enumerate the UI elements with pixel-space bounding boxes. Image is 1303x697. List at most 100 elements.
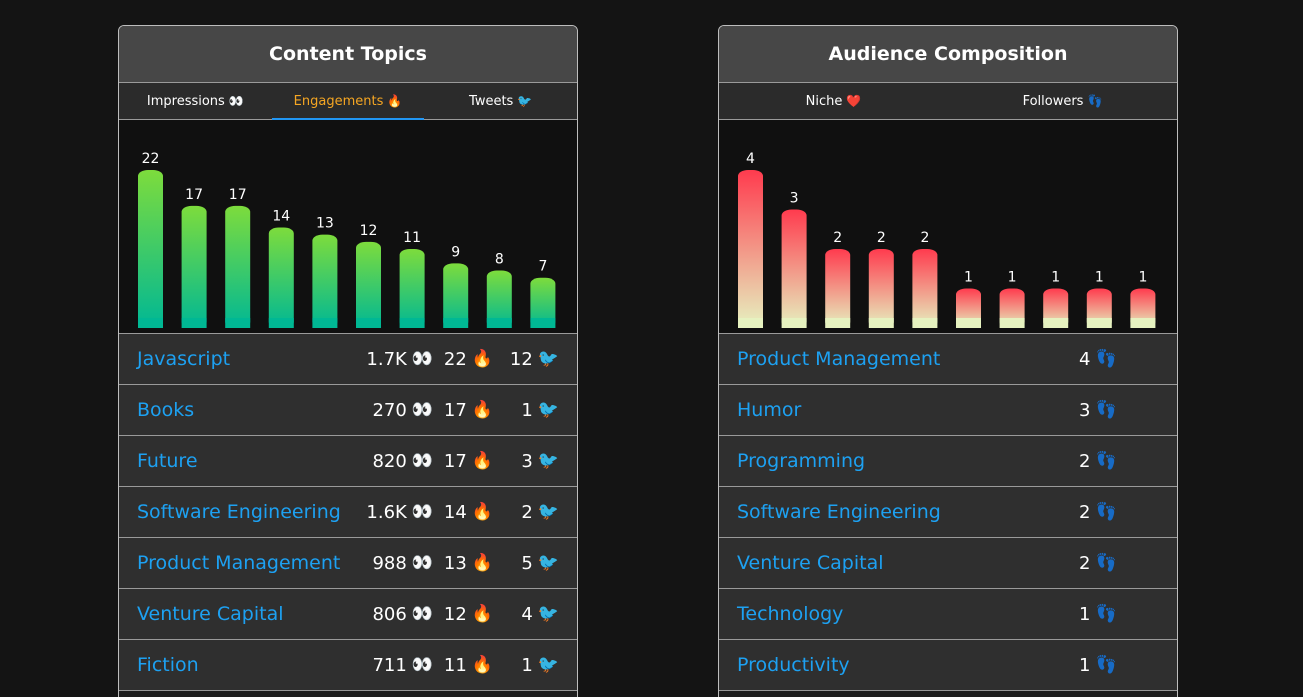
footprints-icon: 👣 [1095,553,1117,573]
audience-row[interactable]: Humor 3 👣 [719,385,1177,436]
engagements-stat: 22 🔥 [444,349,493,370]
audience-row[interactable]: Technology 1 👣 [719,589,1177,640]
chart-bar[interactable] [181,205,207,328]
topic-row[interactable]: Future 820 👀 17 🔥 3 🐦 [119,436,577,487]
topic-name[interactable]: Software Engineering [137,501,341,523]
tab-label: Impressions [146,93,225,109]
chart-bar[interactable] [486,270,512,328]
chart-bar[interactable] [781,209,807,329]
bird-icon: 🐦 [537,655,559,675]
topic-name[interactable]: Future [137,450,198,472]
tab-engagements[interactable]: Engagements 🔥 [271,83,425,120]
chart-bar[interactable] [912,249,938,328]
topic-name[interactable]: Javascript [137,348,231,370]
audience-row[interactable]: Product Management 4 👣 [719,334,1177,385]
chart-bar[interactable] [399,249,425,328]
chart-bar-base [912,318,938,328]
chart-bar[interactable] [443,263,469,328]
audience-row[interactable]: Software Engineering 2 👣 [719,487,1177,538]
impressions-stat: 711 👀 [372,655,433,676]
topic-name[interactable]: Fiction [137,654,199,676]
chart-bar[interactable] [138,170,163,328]
niche-name[interactable]: Technology [737,603,844,625]
tweets-value: 1 [521,399,533,421]
followers-stat: 2 👣 [1079,502,1117,523]
bar-value-label: 12 [360,223,378,239]
followers-stat: 4 👣 [1079,349,1117,370]
tab-label: Niche [805,93,843,109]
bar-value-label: 22 [142,151,160,167]
topic-name[interactable]: Venture Capital [137,603,284,625]
chart-bar[interactable] [312,234,338,328]
bar-value-label: 11 [403,230,421,246]
bar-value-label: 17 [185,187,203,203]
fire-icon: 🔥 [471,451,493,471]
tab-impressions[interactable]: Impressions 👀 [119,83,272,119]
chart-bar-base [1130,318,1156,328]
engagements-value: 17 [443,399,467,421]
tweets-stat: 5 🐦 [521,553,559,574]
chart-bar-base [781,318,807,328]
tweets-stat: 2 🐦 [521,502,559,523]
topic-row[interactable]: Software Engineering 1.6K 👀 14 🔥 2 🐦 [119,487,577,538]
chart-bar-base [268,318,294,328]
chart-bar-base [956,318,981,328]
bar-value-label: 2 [920,230,929,246]
topic-name[interactable]: Product Management [137,552,341,574]
tab-followers[interactable]: Followers 👣 [948,83,1177,119]
tab-bar: Impressions 👀 Engagements 🔥 Tweets 🐦 [119,83,577,120]
impressions-value: 1.6K [366,501,407,523]
niche-name[interactable]: Productivity [737,654,850,676]
chart-bar-base [138,318,163,328]
followers-value: 2 [1079,450,1091,472]
topic-row[interactable]: Venture Capital 806 👀 12 🔥 4 🐦 [119,589,577,640]
eyes-icon: 👀 [411,400,433,420]
audience-row[interactable]: Productivity 1 👣 [719,640,1177,691]
chart-bar-base [356,318,381,328]
audience-row[interactable]: Programming 2 👣 [719,436,1177,487]
niche-name[interactable]: Venture Capital [737,552,884,574]
followers-stat: 2 👣 [1079,451,1117,472]
followers-value: 2 [1079,552,1091,574]
tweets-value: 2 [521,501,533,523]
fire-icon: 🔥 [471,502,493,522]
topic-row[interactable]: Books 270 👀 17 🔥 1 🐦 [119,385,577,436]
audience-chart: 4 3 2 2 2 1 1 1 1 1 [719,120,1177,334]
niche-name[interactable]: Humor [737,399,802,421]
chart-bar[interactable] [825,249,851,328]
bar-value-label: 13 [316,216,334,232]
engagements-stat: 11 🔥 [444,655,493,676]
audience-row[interactable]: Venture Capital 2 👣 [719,538,1177,589]
topic-row[interactable]: Product Management 988 👀 13 🔥 5 🐦 [119,538,577,589]
followers-value: 1 [1079,654,1091,676]
impressions-stat: 1.7K 👀 [366,349,433,370]
tweets-value: 4 [521,603,533,625]
chart-bar-base [1086,318,1112,328]
impressions-stat: 1.6K 👀 [366,502,433,523]
tweets-stat: 4 🐦 [521,604,559,625]
engagements-value: 17 [443,450,467,472]
eyes-icon: 👀 [411,655,433,675]
chart-bar[interactable] [268,227,294,328]
chart-bar[interactable] [738,170,763,328]
impressions-stat: 270 👀 [372,400,433,421]
tab-tweets[interactable]: Tweets 🐦 [424,83,577,119]
topic-row[interactable]: Fiction 711 👀 11 🔥 1 🐦 [119,640,577,691]
topic-row[interactable]: Javascript 1.7K 👀 22 🔥 12 🐦 [119,334,577,385]
bird-icon: 🐦 [537,349,559,369]
followers-value: 1 [1079,603,1091,625]
chart-bar[interactable] [530,277,556,328]
tab-niche[interactable]: Niche ❤️ [719,83,948,119]
fire-icon: 🔥 [471,349,493,369]
topic-name[interactable]: Books [137,399,195,421]
tweets-value: 1 [521,654,533,676]
niche-name[interactable]: Programming [737,450,866,472]
chart-bar[interactable] [868,249,894,328]
niche-name[interactable]: Software Engineering [737,501,941,523]
eyes-icon: 👀 [411,604,433,624]
impressions-value: 806 [372,603,407,625]
niche-name[interactable]: Product Management [737,348,941,370]
chart-bar[interactable] [356,241,381,328]
fire-icon: 🔥 [471,553,493,573]
chart-bar[interactable] [225,205,251,328]
